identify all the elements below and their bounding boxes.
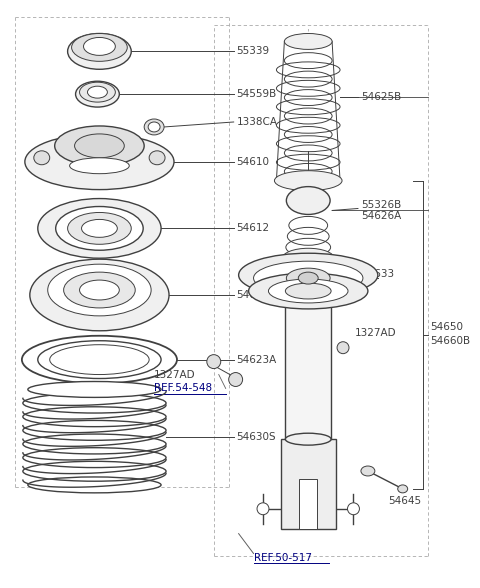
Ellipse shape (74, 134, 124, 158)
Ellipse shape (207, 355, 221, 369)
Ellipse shape (68, 34, 131, 69)
Text: 54623A: 54623A (237, 355, 277, 365)
Text: 54650: 54650 (431, 322, 464, 332)
Ellipse shape (268, 279, 348, 303)
Text: 54645: 54645 (388, 496, 421, 506)
Ellipse shape (28, 477, 161, 493)
Text: 54612: 54612 (237, 223, 270, 233)
Ellipse shape (298, 272, 318, 284)
Text: 55339: 55339 (237, 46, 270, 56)
Text: 54625B: 54625B (361, 92, 401, 102)
Text: 54626A: 54626A (361, 212, 401, 222)
Text: 54633: 54633 (361, 269, 394, 279)
Text: 54620: 54620 (237, 290, 270, 300)
Text: 1338CA: 1338CA (237, 117, 277, 127)
Ellipse shape (284, 34, 332, 49)
Ellipse shape (75, 81, 120, 107)
Ellipse shape (25, 134, 174, 189)
Ellipse shape (80, 82, 115, 102)
Bar (300, 479, 317, 529)
Ellipse shape (87, 86, 108, 98)
Ellipse shape (82, 219, 117, 238)
Bar (286, 286, 331, 439)
Ellipse shape (64, 272, 135, 308)
Ellipse shape (361, 466, 375, 476)
Ellipse shape (286, 278, 331, 294)
Ellipse shape (28, 382, 161, 397)
Text: 54630S: 54630S (237, 432, 276, 442)
Ellipse shape (144, 119, 164, 135)
Ellipse shape (286, 283, 331, 299)
Text: 54610: 54610 (237, 157, 270, 167)
Text: REF.54-548: REF.54-548 (154, 383, 212, 393)
Text: 1327AD: 1327AD (154, 369, 196, 379)
Ellipse shape (48, 264, 151, 316)
Bar (281, 439, 336, 529)
Ellipse shape (228, 373, 242, 386)
Ellipse shape (84, 38, 115, 55)
Ellipse shape (398, 485, 408, 493)
Ellipse shape (348, 503, 360, 514)
Ellipse shape (38, 199, 161, 258)
Ellipse shape (284, 249, 332, 267)
Text: 54559B: 54559B (237, 89, 277, 99)
Ellipse shape (70, 158, 129, 173)
Ellipse shape (253, 261, 363, 295)
Bar (306, 258, 311, 368)
Ellipse shape (34, 151, 50, 165)
Ellipse shape (68, 212, 131, 244)
Text: REF.50-517: REF.50-517 (253, 553, 312, 563)
Ellipse shape (286, 433, 331, 445)
Ellipse shape (337, 342, 349, 353)
Ellipse shape (55, 126, 144, 166)
Ellipse shape (149, 151, 165, 165)
Ellipse shape (72, 34, 127, 61)
Ellipse shape (257, 503, 269, 514)
Ellipse shape (239, 253, 378, 297)
Ellipse shape (38, 340, 161, 379)
Ellipse shape (249, 273, 368, 309)
Text: 55326B: 55326B (361, 199, 401, 209)
Ellipse shape (30, 259, 169, 331)
Text: 54660B: 54660B (431, 336, 471, 346)
Ellipse shape (282, 248, 334, 268)
Ellipse shape (56, 206, 143, 250)
Ellipse shape (148, 122, 160, 132)
Ellipse shape (80, 280, 120, 300)
Ellipse shape (275, 171, 342, 191)
Ellipse shape (287, 186, 330, 215)
Ellipse shape (287, 268, 330, 288)
Text: 1327AD: 1327AD (355, 328, 396, 338)
